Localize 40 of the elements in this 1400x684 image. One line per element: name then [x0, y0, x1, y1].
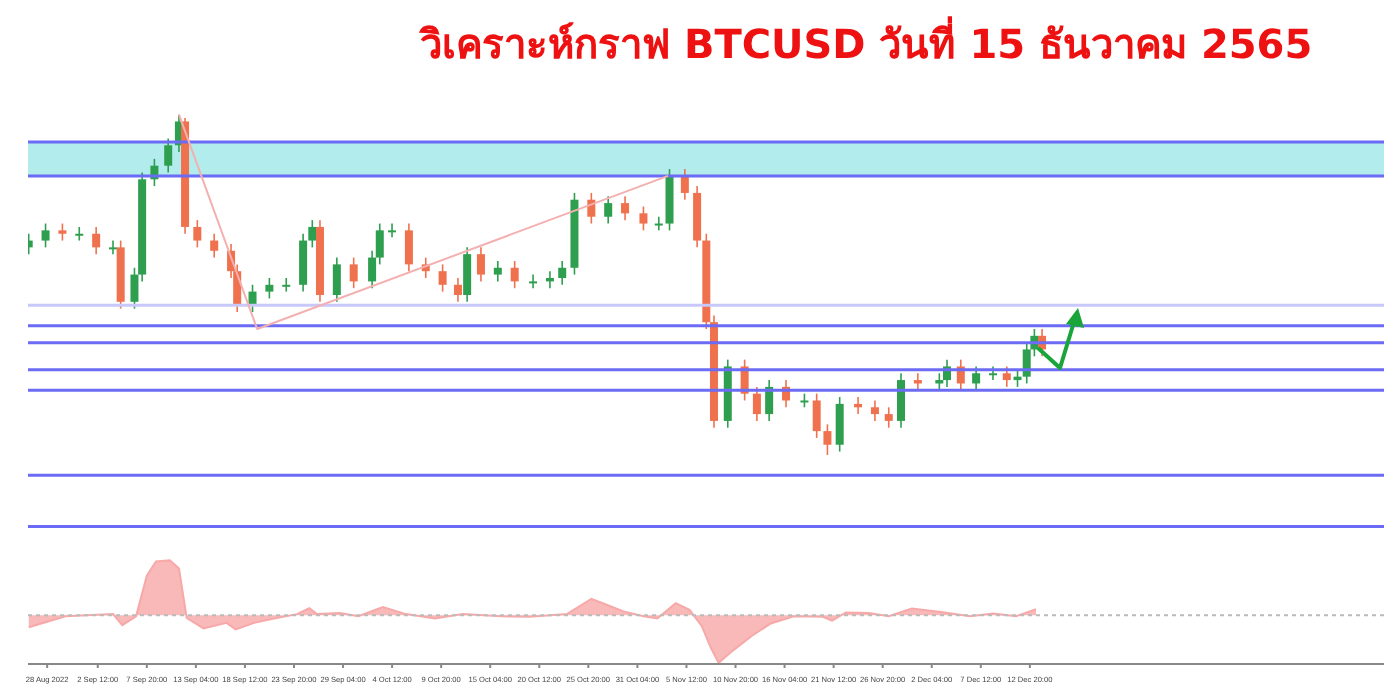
candlestick: [404, 222, 413, 272]
candlestick: [332, 256, 341, 303]
candlestick: [510, 260, 519, 289]
candlestick: [193, 219, 202, 249]
candlestick: [349, 256, 358, 289]
candlestick: [639, 205, 648, 232]
candlestick: [109, 239, 118, 255]
candlestick: [897, 372, 906, 429]
candlestick: [752, 386, 761, 422]
candlestick: [604, 195, 613, 225]
candlestick: [265, 277, 274, 300]
candlestick: [654, 215, 663, 232]
candlestick: [210, 232, 219, 259]
candlestick: [41, 222, 50, 249]
candlestick: [812, 392, 821, 439]
candlestick: [92, 226, 101, 255]
candlestick: [693, 185, 702, 249]
candlestick: [823, 423, 832, 456]
candlestick: [665, 168, 674, 232]
candlestick: [438, 263, 447, 293]
candlestick: [75, 226, 84, 242]
candlestick: [493, 260, 502, 283]
candlestick: [529, 273, 538, 289]
candlestick: [621, 195, 630, 221]
candlestick: [1002, 365, 1011, 388]
candlestick: [558, 260, 567, 286]
candlestick: [308, 219, 317, 249]
candlestick: [164, 137, 173, 174]
candlestick: [453, 277, 462, 303]
candlestick: [870, 399, 879, 422]
candlestick: [463, 246, 472, 303]
candlestick: [972, 365, 981, 392]
candlestick: [282, 277, 291, 293]
candlestick: [884, 406, 893, 429]
chart-title: วิเคราะห์กราฟ BTCUSD วันที่ 15 ธันวาคม 2565: [420, 14, 1313, 72]
candlestick: [835, 396, 844, 453]
candlestick: [299, 232, 308, 293]
candlestick: [680, 168, 689, 201]
candlestick: [388, 222, 397, 238]
candlestick: [476, 246, 485, 283]
